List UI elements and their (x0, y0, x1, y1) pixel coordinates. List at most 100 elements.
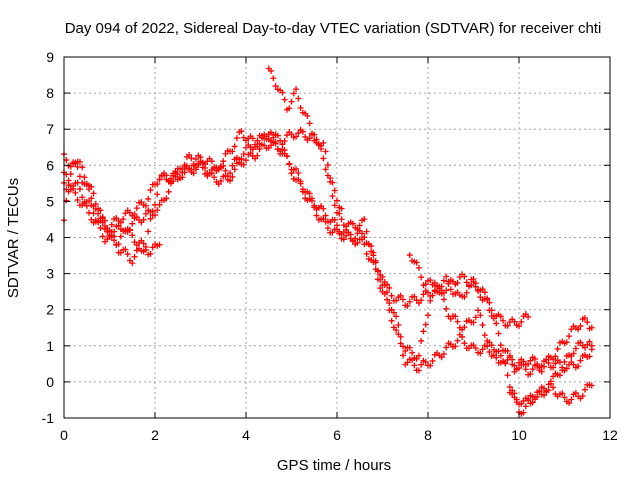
data-point (263, 135, 270, 142)
data-point (561, 358, 568, 365)
data-point (368, 243, 375, 250)
data-point (238, 155, 245, 162)
data-point (509, 361, 516, 368)
x-tick-label: 8 (424, 427, 432, 443)
data-point (554, 345, 561, 352)
data-point (208, 170, 215, 177)
data-point (588, 324, 595, 331)
data-point (167, 179, 174, 186)
data-point (188, 155, 195, 162)
data-point (397, 292, 404, 299)
data-point (177, 175, 184, 182)
data-point (520, 409, 527, 416)
data-point (147, 208, 154, 215)
data-point (179, 169, 186, 176)
data-point (541, 392, 548, 399)
data-point (76, 173, 83, 180)
data-point (425, 312, 431, 319)
data-point (504, 322, 511, 329)
data-point (386, 284, 393, 291)
data-point (481, 332, 488, 339)
data-point (552, 353, 559, 360)
data-point (334, 222, 340, 229)
data-point (452, 313, 459, 320)
data-point (409, 349, 416, 356)
data-point (117, 233, 124, 240)
data-point (486, 299, 493, 306)
data-point (525, 313, 532, 320)
data-point (217, 178, 224, 185)
data-point (161, 172, 168, 179)
data-point (306, 135, 313, 142)
data-point (122, 246, 129, 253)
data-point (418, 337, 425, 344)
data-point (513, 396, 520, 403)
data-point (345, 229, 352, 236)
data-point (413, 259, 420, 266)
data-point (288, 98, 295, 105)
data-point (117, 219, 124, 226)
data-point (525, 397, 532, 404)
data-point (459, 333, 466, 340)
data-point (411, 362, 418, 369)
data-point (454, 337, 461, 344)
y-axis-label: SDTVAR / TECUs (5, 178, 22, 298)
data-point (343, 232, 350, 239)
data-point (147, 215, 154, 222)
data-point (281, 138, 288, 145)
data-point (372, 259, 379, 266)
data-point (308, 195, 315, 202)
data-point (454, 279, 461, 286)
data-point (295, 170, 302, 177)
data-point (129, 260, 136, 267)
data-point (329, 193, 336, 200)
data-point (370, 249, 377, 256)
data-point (577, 357, 584, 364)
data-point (352, 235, 359, 242)
data-point (152, 212, 158, 219)
data-point (575, 363, 582, 370)
data-point (550, 384, 557, 391)
data-point (322, 166, 329, 173)
data-point (354, 239, 361, 246)
data-point (363, 228, 370, 235)
data-point (95, 219, 102, 226)
data-point (288, 131, 295, 138)
data-point (240, 161, 247, 168)
x-tick-label: 12 (602, 427, 618, 443)
data-point (197, 154, 204, 161)
data-point (484, 343, 491, 350)
data-point (111, 237, 118, 244)
data-point (516, 359, 522, 366)
data-point (281, 147, 288, 154)
data-point (222, 167, 229, 174)
data-point (133, 214, 140, 221)
data-point (500, 317, 507, 324)
data-point (297, 104, 304, 111)
data-point (563, 365, 570, 372)
data-point (572, 389, 579, 396)
x-tick-label: 2 (151, 427, 159, 443)
data-point (415, 367, 422, 374)
data-point (420, 328, 427, 335)
data-point (395, 322, 402, 329)
data-point (531, 394, 538, 401)
data-point (329, 179, 336, 186)
data-point (190, 170, 197, 177)
data-point (281, 96, 288, 103)
data-point (493, 320, 500, 327)
data-point (470, 319, 477, 326)
data-point (320, 139, 327, 146)
data-point (399, 343, 406, 350)
data-point (443, 344, 450, 351)
data-point (120, 216, 127, 223)
data-point (97, 207, 104, 214)
data-point (550, 364, 557, 371)
data-point (538, 368, 545, 375)
data-point (479, 321, 486, 328)
data-point (415, 264, 422, 271)
data-point (556, 372, 563, 379)
data-point (470, 342, 477, 349)
data-point (140, 240, 147, 247)
data-point (393, 297, 400, 304)
